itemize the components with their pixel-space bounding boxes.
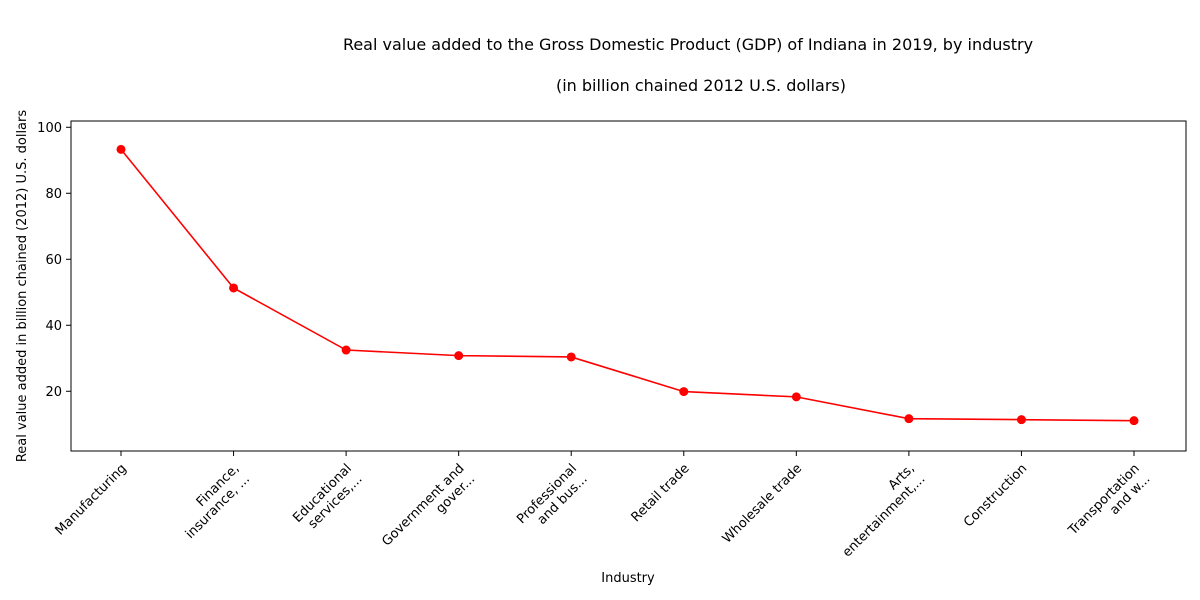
data-point [791, 392, 801, 402]
x-tick-label: Transportationand w... [1065, 461, 1153, 549]
x-tick-label: Finance,insurance, ... [172, 461, 253, 542]
y-tick-label: 60 [45, 253, 62, 268]
data-point [341, 345, 351, 355]
x-axis: Manufacturing Finance,insurance, ... Educa… [53, 451, 1153, 560]
x-tick-label: Construction [961, 461, 1030, 530]
data-point [904, 414, 914, 424]
y-tick-label: 40 [45, 319, 62, 334]
data-point [566, 352, 576, 362]
y-tick-label: 100 [37, 121, 62, 136]
y-axis-label: Real value added in billion chained (201… [15, 110, 30, 463]
chart-subtitle: (in billion chained 2012 U.S. dollars) [556, 76, 846, 95]
x-tick-label: Government andgover... [379, 461, 478, 560]
series-path [120, 148, 1135, 422]
plot-area [70, 120, 1187, 452]
x-tick-label: Manufacturing [53, 461, 130, 538]
x-tick-label: Arts,entertainment,... [829, 461, 928, 560]
x-tick-label: Educationalservices,... [290, 461, 365, 536]
data-point [229, 283, 239, 293]
chart-title: Real value added to the Gross Domestic P… [343, 35, 1033, 54]
x-tick-label: Professionaland bus... [514, 461, 590, 537]
x-axis-label: Industry [601, 571, 655, 586]
data-point [116, 144, 126, 154]
y-tick-label: 20 [45, 385, 62, 400]
y-axis: 20 40 60 80 100 [37, 121, 71, 400]
data-point [1129, 416, 1139, 426]
data-point [679, 387, 689, 397]
y-tick-label: 80 [45, 187, 62, 202]
x-tick-label: Wholesale trade [720, 461, 805, 546]
data-point [454, 351, 464, 361]
data-point [1016, 415, 1026, 425]
series-line [116, 144, 1139, 426]
x-tick-label: Retail trade [629, 461, 693, 525]
